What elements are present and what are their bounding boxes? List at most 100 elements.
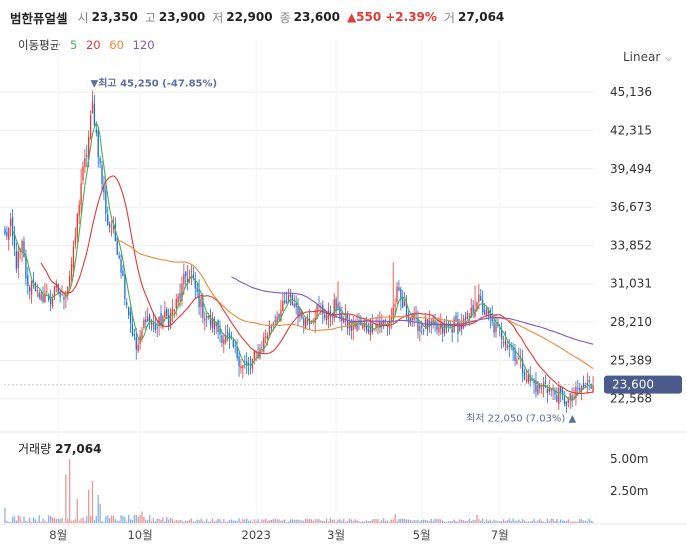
volume-bar (202, 520, 204, 523)
candle-body (335, 298, 337, 311)
candle-body (407, 315, 410, 322)
candle (329, 305, 332, 327)
volume-bar (426, 520, 429, 523)
candle (21, 239, 23, 262)
candle (535, 372, 537, 398)
candle-body (447, 324, 450, 326)
candle-body (223, 339, 225, 344)
candle (86, 144, 88, 168)
moving-average-lines (12, 121, 594, 402)
candle (247, 357, 250, 376)
volume-bar (293, 519, 295, 523)
candle (396, 282, 398, 305)
volume-bar (337, 519, 339, 523)
candle (409, 317, 412, 327)
volume-bar (234, 520, 236, 523)
candle (57, 283, 59, 295)
candle-body (8, 228, 10, 240)
volume-bar (78, 520, 80, 523)
candle-body (301, 310, 303, 319)
volume-bar (206, 518, 208, 523)
volume-bar (442, 520, 444, 523)
moving-average-legend[interactable]: 이동평균 5 20 60 120 (18, 37, 160, 53)
candle-body (546, 389, 549, 394)
candle-body (434, 320, 436, 324)
candle (440, 313, 442, 335)
open-value: 23,350 (91, 10, 138, 24)
candle (472, 300, 474, 318)
volume-bar (23, 516, 25, 523)
candle-body (78, 204, 80, 216)
volume-bar (304, 518, 307, 523)
volume-bar (198, 520, 200, 523)
volume-bar (171, 519, 174, 523)
volume-bar (308, 519, 311, 523)
candle (6, 226, 8, 241)
candle-body (133, 333, 136, 336)
candle-body (470, 307, 472, 318)
candle-body (91, 101, 94, 114)
volume-bar (36, 521, 38, 523)
candle (337, 281, 339, 311)
candle-body (265, 336, 267, 338)
volume-bar (223, 519, 225, 523)
x-tick-label: 7월 (491, 528, 509, 542)
volume-bar (362, 520, 364, 523)
volume-bar (483, 521, 486, 523)
candle-body (51, 298, 54, 306)
volume-bar (312, 520, 314, 523)
volume-bar (428, 520, 431, 523)
candle-body (169, 312, 172, 327)
annotations: ▼최고 45,250 (-47.85%) 최저 22,050 (7.03%) ▲ 2… (4, 77, 682, 425)
volume-bar (122, 515, 124, 523)
candle (202, 292, 204, 324)
candle-body (67, 287, 69, 297)
candle (118, 251, 120, 260)
volume-bar (365, 520, 368, 523)
high-value: 23,900 (158, 10, 206, 24)
candle-body (569, 393, 571, 399)
ma-120-label: 120 (132, 38, 155, 52)
candle (217, 319, 219, 339)
scale-selector[interactable]: Linear ⌵ (623, 50, 672, 64)
volume-label: 거 (443, 10, 455, 25)
candle-body (238, 356, 240, 367)
volume-bar (179, 519, 181, 523)
candle-body (88, 136, 90, 160)
candle-body (141, 330, 143, 339)
candle (521, 349, 524, 383)
y-tick-label: 39,494 (610, 162, 652, 176)
volume-bar (552, 518, 554, 523)
candle-body (481, 299, 484, 313)
candle-body (74, 236, 77, 245)
volume-bar (61, 517, 63, 523)
candle-body (278, 313, 280, 319)
volume-bar (53, 518, 56, 523)
candle (398, 280, 400, 292)
volume-bar (363, 521, 366, 523)
candle (200, 297, 202, 318)
volume-bar (110, 515, 113, 523)
volume-bar (306, 519, 309, 523)
volume-bar (592, 521, 594, 523)
volume-bar (8, 521, 10, 523)
volume-bar (529, 521, 531, 523)
volume-bar (383, 518, 385, 523)
candle (51, 293, 54, 309)
volume-bar (38, 515, 40, 523)
candle (148, 313, 151, 330)
candle (232, 339, 235, 349)
stock-name: 범한퓨얼셀 (10, 10, 68, 26)
candle-body (287, 295, 290, 304)
volume-bar (67, 518, 69, 523)
candle-body (129, 312, 132, 324)
candle-body (502, 342, 505, 344)
candle (84, 149, 86, 174)
volume-bar (501, 521, 503, 523)
volume-bar (560, 519, 562, 523)
volume-bar (358, 521, 360, 523)
candle (46, 283, 48, 296)
candle (504, 330, 507, 352)
ma-20-line (40, 175, 594, 395)
